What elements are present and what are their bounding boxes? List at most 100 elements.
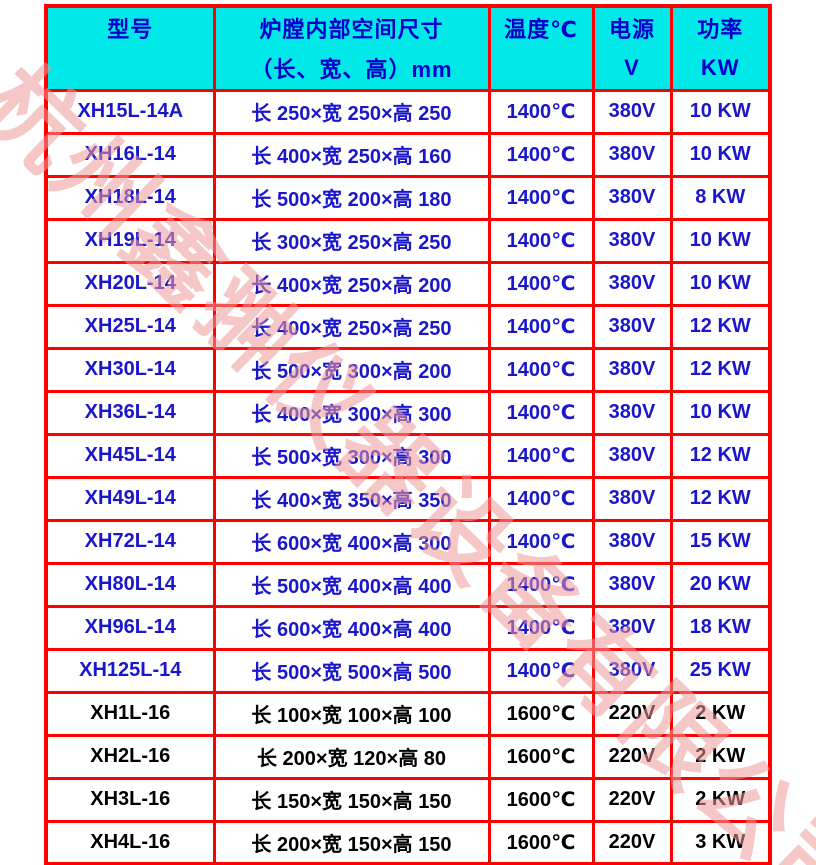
table-row: XH15L-14A 长 250×宽 250×高 250 1400℃ 380V 10 KW <box>44 88 772 135</box>
table-row: XH1L-16 长 100×宽 100×高 100 1600℃ 220V 2 KW <box>44 690 772 737</box>
temp-cell: 1400℃ <box>487 174 595 221</box>
furnace-spec-table: 型号 炉膛内部空间尺寸 （长、宽、高）mm 温度℃ 电源 V 功率 KW <box>44 4 772 865</box>
dims-cell: 长 500×宽 400×高 400 <box>212 561 491 608</box>
voltage-cell: 380V <box>591 260 673 307</box>
temp-cell: 1400℃ <box>487 647 595 694</box>
dims-cell: 长 100×宽 100×高 100 <box>212 690 491 737</box>
temp-cell: 1400℃ <box>487 432 595 479</box>
power-cell: 18 KW <box>669 604 772 651</box>
table-row: XH16L-14 长 400×宽 250×高 160 1400℃ 380V 10 KW <box>44 131 772 178</box>
table-row: XH30L-14 长 500×宽 300×高 200 1400℃ 380V 12 KW <box>44 346 772 393</box>
table-row: XH25L-14 长 400×宽 250×高 250 1400℃ 380V 12 KW <box>44 303 772 350</box>
voltage-cell: 380V <box>591 561 673 608</box>
temp-cell: 1400℃ <box>487 88 595 135</box>
temp-cell: 1400℃ <box>487 475 595 522</box>
power-cell: 15 KW <box>669 518 772 565</box>
table-row: XH4L-16 长 200×宽 150×高 150 1600℃ 220V 3 KW <box>44 819 772 865</box>
power-cell: 10 KW <box>669 131 772 178</box>
header-power-unit: KW <box>700 55 740 81</box>
dims-cell: 长 200×宽 120×高 80 <box>212 733 491 780</box>
temp-cell: 1600℃ <box>487 690 595 737</box>
power-cell: 2 KW <box>669 776 772 823</box>
power-cell: 10 KW <box>669 389 772 436</box>
dims-cell: 长 250×宽 250×高 250 <box>212 88 491 135</box>
header-model: 型号 <box>44 4 216 92</box>
dims-cell: 长 600×宽 400×高 300 <box>212 518 491 565</box>
model-cell: XH80L-14 <box>44 561 216 608</box>
dims-cell: 长 400×宽 250×高 250 <box>212 303 491 350</box>
header-temperature: 温度℃ <box>487 4 595 92</box>
dims-cell: 长 500×宽 200×高 180 <box>212 174 491 221</box>
power-cell: 10 KW <box>669 217 772 264</box>
table-row: XH20L-14 长 400×宽 250×高 200 1400℃ 380V 10 KW <box>44 260 772 307</box>
voltage-cell: 380V <box>591 131 673 178</box>
header-dimensions-unit: （长、宽、高）mm <box>250 57 453 83</box>
voltage-cell: 220V <box>591 776 673 823</box>
header-voltage-label: 电源 <box>608 17 655 43</box>
model-cell: XH15L-14A <box>44 88 216 135</box>
temp-cell: 1400℃ <box>487 346 595 393</box>
temp-cell: 1600℃ <box>487 819 595 865</box>
voltage-cell: 380V <box>591 303 673 350</box>
model-cell: XH16L-14 <box>44 131 216 178</box>
temp-cell: 1400℃ <box>487 561 595 608</box>
model-cell: XH19L-14 <box>44 217 216 264</box>
dims-cell: 长 600×宽 400×高 400 <box>212 604 491 651</box>
header-model-label: 型号 <box>107 17 154 43</box>
power-cell: 20 KW <box>669 561 772 608</box>
model-cell: XH18L-14 <box>44 174 216 221</box>
voltage-cell: 220V <box>591 690 673 737</box>
model-cell: XH49L-14 <box>44 475 216 522</box>
header-power-label: 功率 <box>697 17 744 43</box>
temp-cell: 1400℃ <box>487 131 595 178</box>
power-cell: 8 KW <box>669 174 772 221</box>
power-cell: 2 KW <box>669 690 772 737</box>
header-temperature-label: 温度℃ <box>504 17 578 43</box>
dims-cell: 长 400×宽 250×高 200 <box>212 260 491 307</box>
power-cell: 10 KW <box>669 260 772 307</box>
dims-cell: 长 200×宽 150×高 150 <box>212 819 491 865</box>
model-cell: XH72L-14 <box>44 518 216 565</box>
voltage-cell: 380V <box>591 432 673 479</box>
dims-cell: 长 400×宽 300×高 300 <box>212 389 491 436</box>
dims-cell: 长 400×宽 350×高 350 <box>212 475 491 522</box>
dims-cell: 长 400×宽 250×高 160 <box>212 131 491 178</box>
header-voltage-unit: V <box>624 55 640 81</box>
header-dimensions-label: 炉膛内部空间尺寸 <box>259 17 444 43</box>
table-row: XH72L-14 长 600×宽 400×高 300 1400℃ 380V 15 KW <box>44 518 772 565</box>
power-cell: 12 KW <box>669 432 772 479</box>
voltage-cell: 380V <box>591 518 673 565</box>
model-cell: XH36L-14 <box>44 389 216 436</box>
voltage-cell: 220V <box>591 733 673 780</box>
model-cell: XH45L-14 <box>44 432 216 479</box>
power-cell: 10 KW <box>669 88 772 135</box>
dims-cell: 长 300×宽 250×高 250 <box>212 217 491 264</box>
dims-cell: 长 500×宽 500×高 500 <box>212 647 491 694</box>
model-cell: XH1L-16 <box>44 690 216 737</box>
power-cell: 25 KW <box>669 647 772 694</box>
table-row: XH80L-14 长 500×宽 400×高 400 1400℃ 380V 20 KW <box>44 561 772 608</box>
table-row: XH125L-14 长 500×宽 500×高 500 1400℃ 380V 25 KW <box>44 647 772 694</box>
table-row: XH45L-14 长 500×宽 300×高 300 1400℃ 380V 12 KW <box>44 432 772 479</box>
header-chamber-dimensions: 炉膛内部空间尺寸 （长、宽、高）mm <box>212 4 491 92</box>
header-row: 型号 炉膛内部空间尺寸 （长、宽、高）mm 温度℃ 电源 V 功率 KW <box>44 4 772 92</box>
temp-cell: 1600℃ <box>487 776 595 823</box>
model-cell: XH3L-16 <box>44 776 216 823</box>
table-row: XH19L-14 长 300×宽 250×高 250 1400℃ 380V 10 KW <box>44 217 772 264</box>
temp-cell: 1400℃ <box>487 518 595 565</box>
voltage-cell: 380V <box>591 604 673 651</box>
voltage-cell: 380V <box>591 647 673 694</box>
voltage-cell: 380V <box>591 346 673 393</box>
dims-cell: 长 150×宽 150×高 150 <box>212 776 491 823</box>
header-power: 功率 KW <box>669 4 772 92</box>
temp-cell: 1400℃ <box>487 604 595 651</box>
model-cell: XH2L-16 <box>44 733 216 780</box>
dims-cell: 长 500×宽 300×高 300 <box>212 432 491 479</box>
voltage-cell: 380V <box>591 88 673 135</box>
model-cell: XH96L-14 <box>44 604 216 651</box>
model-cell: XH20L-14 <box>44 260 216 307</box>
temp-cell: 1600℃ <box>487 733 595 780</box>
model-cell: XH25L-14 <box>44 303 216 350</box>
table-header: 型号 炉膛内部空间尺寸 （长、宽、高）mm 温度℃ 电源 V 功率 KW <box>44 4 772 92</box>
